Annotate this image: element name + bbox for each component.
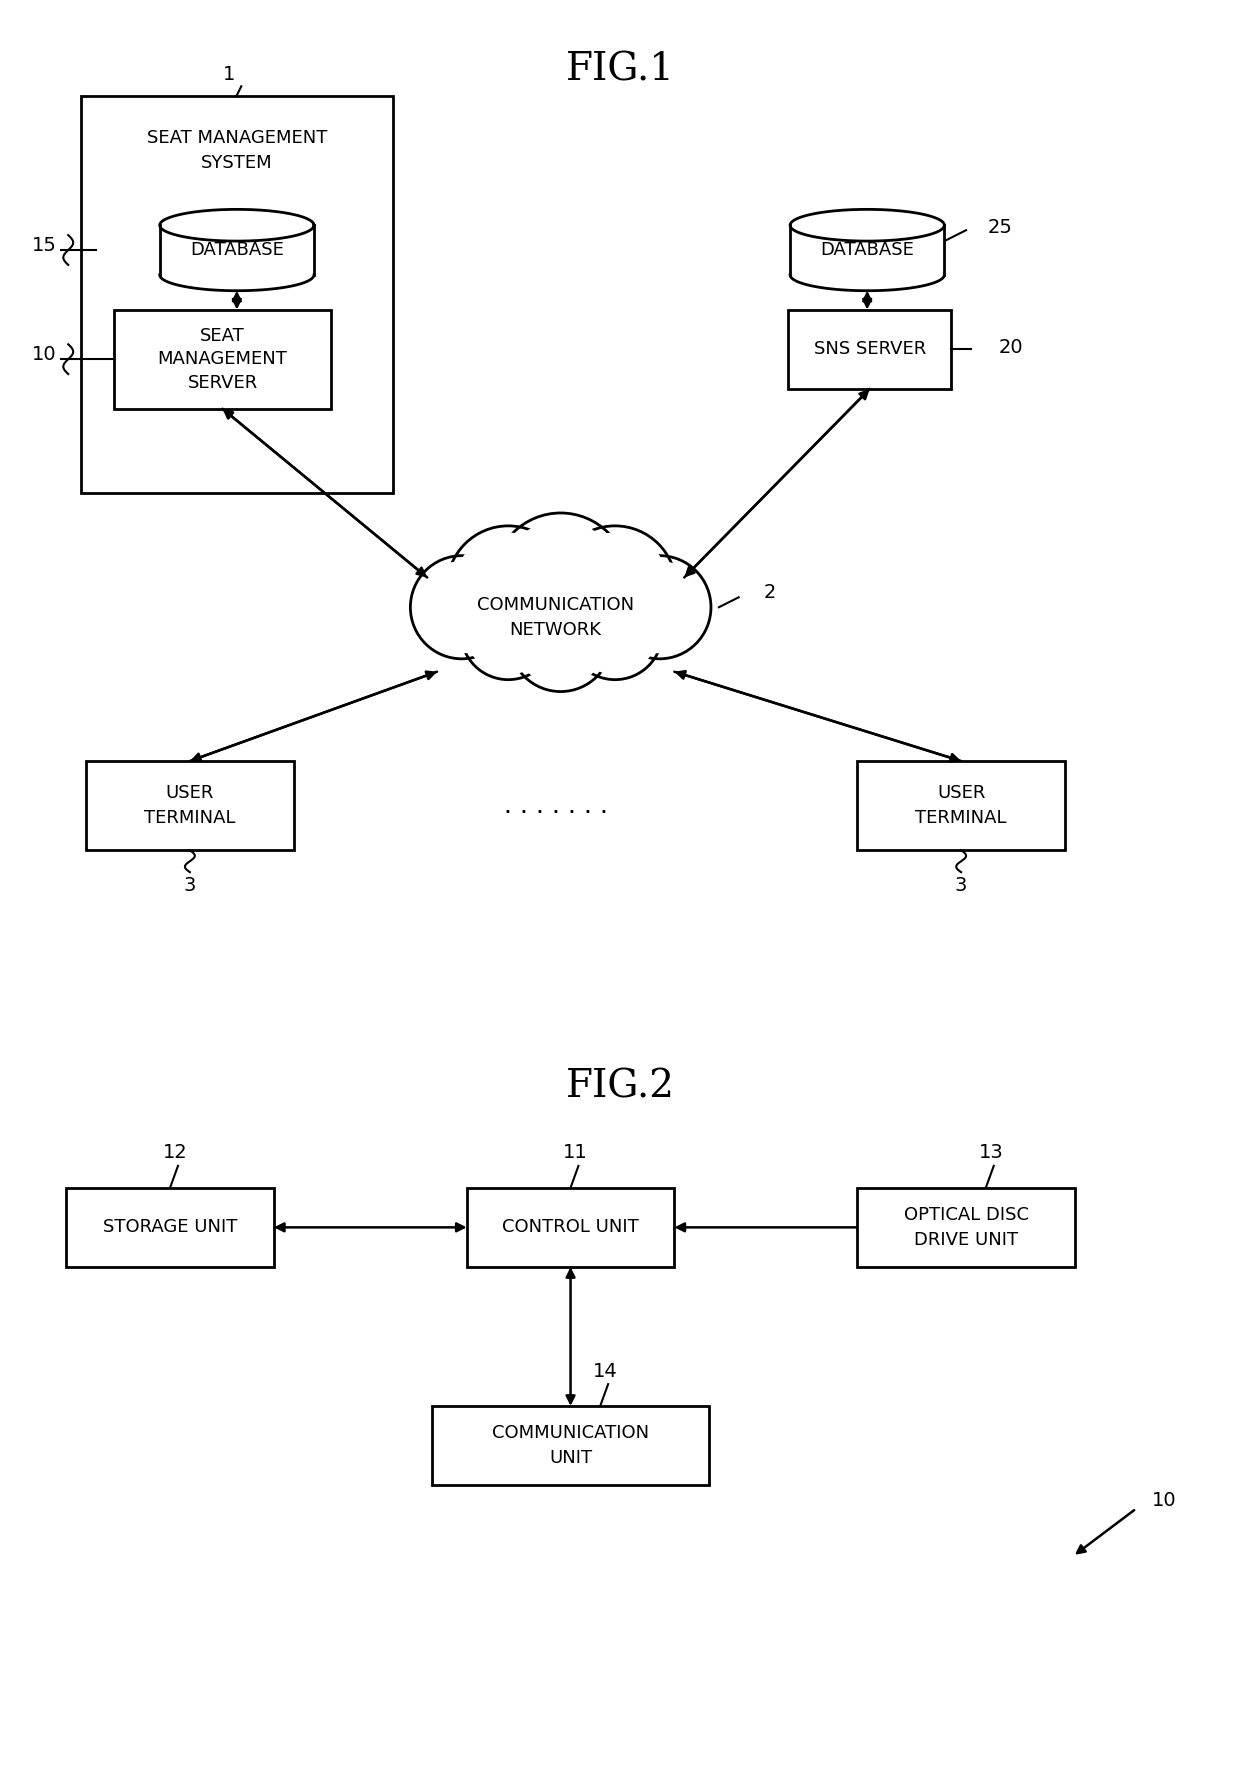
- Text: CONTROL UNIT: CONTROL UNIT: [502, 1219, 639, 1237]
- Text: 3: 3: [184, 875, 196, 895]
- Bar: [857, 1187, 1075, 1267]
- Text: FIG.2: FIG.2: [565, 1069, 675, 1105]
- Text: SEAT
MANAGEMENT
SERVER: SEAT MANAGEMENT SERVER: [157, 326, 288, 392]
- Bar: [857, 761, 1065, 850]
- Bar: [114, 310, 331, 408]
- Text: 20: 20: [998, 339, 1023, 356]
- Circle shape: [461, 584, 556, 679]
- Bar: [466, 1187, 675, 1267]
- Bar: [86, 761, 294, 850]
- Text: 1: 1: [223, 64, 236, 84]
- Text: FIG.1: FIG.1: [565, 52, 675, 89]
- Text: SEAT MANAGEMENT
SYSTEM: SEAT MANAGEMENT SYSTEM: [146, 130, 327, 173]
- Circle shape: [410, 556, 513, 659]
- Text: 14: 14: [593, 1361, 618, 1381]
- Text: DATABASE: DATABASE: [190, 241, 284, 258]
- Circle shape: [454, 533, 562, 642]
- Circle shape: [494, 513, 627, 649]
- Text: STORAGE UNIT: STORAGE UNIT: [103, 1219, 237, 1237]
- Text: DATABASE: DATABASE: [821, 241, 914, 258]
- Text: OPTICAL DISC
DRIVE UNIT: OPTICAL DISC DRIVE UNIT: [904, 1206, 1028, 1249]
- Circle shape: [568, 584, 662, 679]
- Circle shape: [608, 556, 711, 659]
- Text: COMMUNICATION
NETWORK: COMMUNICATION NETWORK: [477, 595, 635, 638]
- Circle shape: [614, 561, 704, 652]
- Polygon shape: [790, 241, 945, 290]
- Circle shape: [562, 533, 670, 642]
- Text: 25: 25: [988, 217, 1013, 237]
- Circle shape: [417, 561, 507, 652]
- Polygon shape: [160, 208, 314, 241]
- Text: 12: 12: [162, 1144, 187, 1162]
- Text: USER
TERMINAL: USER TERMINAL: [915, 784, 1007, 827]
- Bar: [432, 1406, 709, 1486]
- Bar: [66, 1187, 274, 1267]
- Text: USER
TERMINAL: USER TERMINAL: [144, 784, 236, 827]
- Text: 10: 10: [1152, 1492, 1177, 1509]
- Bar: [81, 96, 393, 494]
- Text: . . . . . . .: . . . . . . .: [503, 793, 608, 818]
- Circle shape: [466, 590, 551, 674]
- Bar: [789, 310, 951, 388]
- Polygon shape: [160, 241, 314, 290]
- Circle shape: [501, 520, 620, 640]
- Circle shape: [516, 595, 606, 686]
- Text: SNS SERVER: SNS SERVER: [813, 340, 926, 358]
- Circle shape: [446, 526, 569, 649]
- Text: 11: 11: [563, 1144, 588, 1162]
- Polygon shape: [790, 208, 945, 241]
- Text: 15: 15: [32, 235, 57, 255]
- Circle shape: [573, 590, 657, 674]
- Text: COMMUNICATION
UNIT: COMMUNICATION UNIT: [492, 1424, 649, 1467]
- Circle shape: [554, 526, 676, 649]
- Text: 3: 3: [955, 875, 967, 895]
- Text: 13: 13: [978, 1144, 1003, 1162]
- Circle shape: [510, 588, 613, 691]
- Text: 2: 2: [764, 583, 776, 602]
- Text: 10: 10: [32, 344, 57, 364]
